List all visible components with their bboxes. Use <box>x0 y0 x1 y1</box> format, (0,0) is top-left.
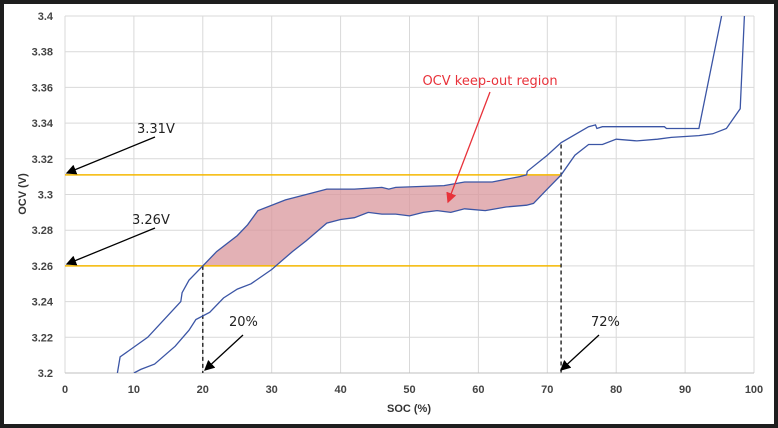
x-tick-label: 40 <box>334 384 346 396</box>
x-axis-label: SOC (%) <box>387 403 431 415</box>
y-tick-label: 3.36 <box>32 82 53 94</box>
y-tick-label: 3.32 <box>32 154 53 166</box>
annotation-arrow <box>204 334 244 371</box>
annotation-3-31v: 3.31V <box>137 122 175 137</box>
y-tick-label: 3.38 <box>32 47 53 59</box>
x-tick-label: 70 <box>541 384 553 396</box>
y-tick-label: 3.3 <box>38 190 53 202</box>
y-tick-label: 3.24 <box>32 297 54 309</box>
y-tick-label: 3.2 <box>38 368 53 380</box>
region-label: OCV keep-out region <box>422 74 557 89</box>
annotation-3-26v: 3.26V <box>132 213 170 228</box>
x-tick-label: 30 <box>266 384 278 396</box>
x-tick-label: 60 <box>472 384 484 396</box>
annotation-72pct: 72% <box>591 315 620 330</box>
charge-ocv-line <box>116 16 723 373</box>
x-tick-label: 10 <box>128 384 140 396</box>
y-tick-label: 3.28 <box>32 225 53 237</box>
annotation-arrow <box>560 334 600 371</box>
keep-out-region <box>202 174 562 266</box>
x-tick-label: 0 <box>62 384 68 396</box>
annotation-arrow <box>65 136 156 175</box>
region-label-arrow <box>446 91 491 204</box>
x-tick-label: 100 <box>745 384 763 396</box>
annotation-arrow <box>65 227 156 266</box>
x-tick-label: 50 <box>403 384 415 396</box>
x-tick-label: 20 <box>197 384 209 396</box>
y-tick-label: 3.26 <box>32 261 53 273</box>
annotation-20pct: 20% <box>229 315 258 330</box>
y-axis-label: OCV (V) <box>17 173 29 215</box>
discharge-ocv-line <box>133 16 746 373</box>
y-tick-label: 3.4 <box>38 11 54 23</box>
y-tick-label: 3.22 <box>32 332 53 344</box>
x-tick-label: 90 <box>679 384 691 396</box>
y-tick-label: 3.34 <box>32 118 54 130</box>
x-tick-label: 80 <box>610 384 622 396</box>
